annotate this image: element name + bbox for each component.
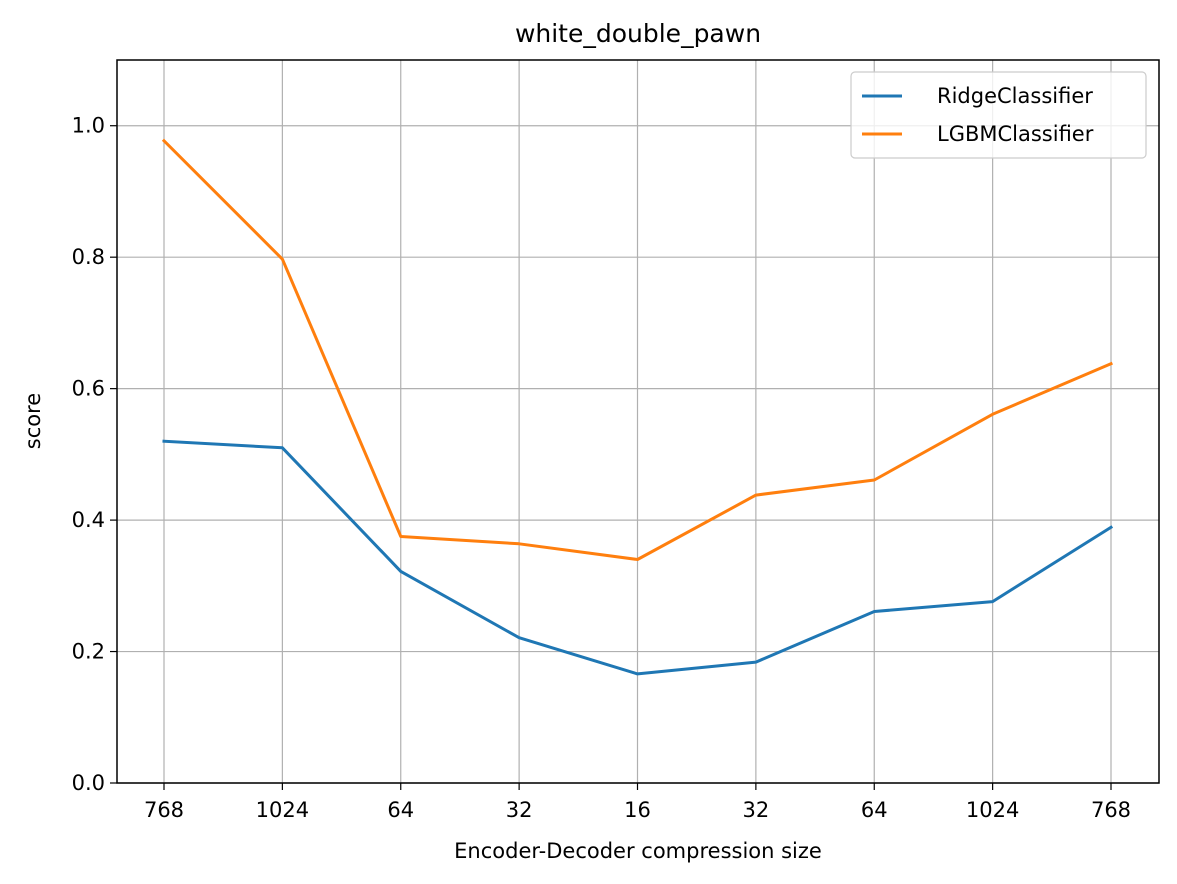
x-tick-label: 768 xyxy=(1091,798,1131,822)
y-axis-label: score xyxy=(21,393,45,449)
y-tick-label: 1.0 xyxy=(72,114,105,138)
x-tick-label: 64 xyxy=(387,798,414,822)
x-tick-label: 32 xyxy=(743,798,770,822)
x-tick-label: 1024 xyxy=(966,798,1019,822)
y-tick-label: 0.2 xyxy=(72,640,105,664)
y-tick-label: 0.4 xyxy=(72,508,105,532)
x-tick-label: 64 xyxy=(861,798,888,822)
x-tick-label: 768 xyxy=(144,798,184,822)
x-tick-label: 32 xyxy=(506,798,533,822)
x-tick-label: 1024 xyxy=(256,798,309,822)
series-lines xyxy=(161,138,1114,676)
y-tick-label: 0.0 xyxy=(72,771,105,795)
legend-label-lgbmclassifier: LGBMClassifier xyxy=(937,122,1094,146)
legend-box xyxy=(850,71,1147,159)
y-tick-label: 0.6 xyxy=(72,377,105,401)
x-tick-label: 16 xyxy=(624,798,651,822)
series-line-lgbmclassifier xyxy=(161,138,1113,561)
chart-title: white_double_pawn xyxy=(515,19,761,48)
x-axis: 768 1024 64 32 16 32 64 1024 768 xyxy=(144,783,1131,822)
x-axis-label: Encoder-Decoder compression size xyxy=(454,839,822,863)
legend: RidgeClassifier LGBMClassifier xyxy=(850,71,1147,159)
y-tick-label: 0.8 xyxy=(72,245,105,269)
legend-label-ridgeclassifier: RidgeClassifier xyxy=(937,84,1093,108)
series-line-ridgeclassifier xyxy=(162,439,1114,676)
y-axis: 0.0 0.2 0.4 0.6 0.8 1.0 xyxy=(72,114,117,795)
